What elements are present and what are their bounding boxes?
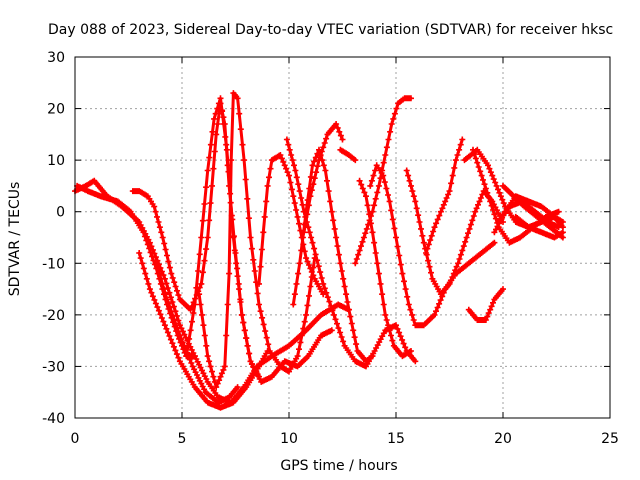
y-tick-label: 30 — [47, 50, 65, 66]
y-tick-label: 10 — [47, 153, 65, 169]
series-trace — [467, 287, 505, 322]
y-tick-label: -30 — [42, 359, 65, 375]
series-trace — [358, 179, 413, 358]
x-tick-label: 25 — [601, 431, 619, 447]
series-sat-k — [301, 121, 346, 236]
series-sat-g — [196, 90, 318, 391]
series-trace — [368, 163, 496, 327]
series-sat-e — [153, 260, 241, 406]
x-tick-label: 0 — [71, 431, 80, 447]
y-tick-label: 0 — [56, 205, 65, 221]
series-trace — [501, 184, 565, 239]
series-trace — [497, 199, 561, 229]
series-trace — [154, 261, 240, 404]
data-series — [72, 90, 566, 411]
series-sat-m — [356, 177, 414, 360]
x-tick-label: 10 — [280, 431, 298, 447]
y-tick-label: -10 — [42, 256, 65, 272]
series-sat-o — [352, 95, 414, 267]
axis-ticks: 0 5 10 15 20 25 -40 -30 -20 -10 0 10 20 30 — [42, 50, 619, 447]
series-trace — [257, 153, 325, 296]
series-trace — [197, 91, 317, 389]
grid-lines — [75, 57, 610, 418]
series-sat-w — [512, 213, 566, 241]
series-trace — [353, 96, 413, 265]
y-tick-label: 20 — [47, 102, 65, 118]
series-sat-d — [136, 250, 271, 411]
series-trace — [137, 251, 270, 410]
series-sat-q — [423, 136, 466, 256]
x-tick-label: 15 — [387, 431, 405, 447]
series-trace — [514, 215, 565, 239]
x-axis-title: GPS time / hours — [280, 458, 397, 474]
series-trace — [424, 138, 464, 255]
y-tick-label: -40 — [42, 411, 65, 427]
series-trace — [184, 96, 261, 379]
y-axis-title: SDTVAR / TECUs — [7, 182, 23, 297]
y-tick-label: -20 — [42, 308, 65, 324]
x-tick-label: 5 — [178, 431, 187, 447]
x-tick-label: 20 — [494, 431, 512, 447]
series-sat-l — [337, 146, 359, 164]
series-trace — [302, 122, 344, 234]
series-sat-f — [183, 95, 262, 380]
plot-frame — [74, 56, 611, 419]
chart-title: Day 088 of 2023, Sidereal Day-to-day VTE… — [48, 22, 613, 38]
series-trace — [338, 148, 357, 162]
series-sat-x — [465, 286, 506, 323]
